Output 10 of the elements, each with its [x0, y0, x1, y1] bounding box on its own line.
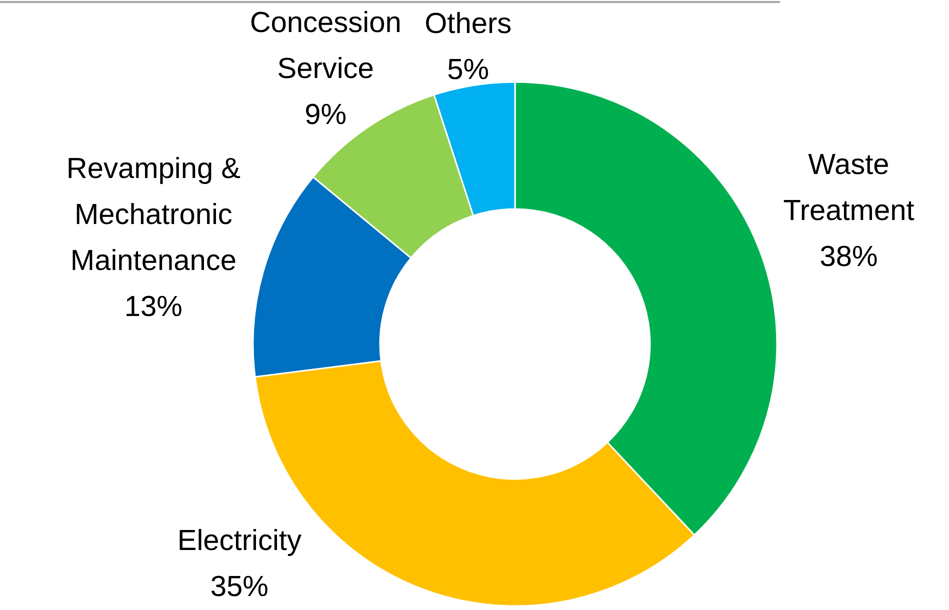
data-label: 38%	[820, 240, 878, 273]
slice-label: Revamping & Mechatronic Maintenance	[66, 152, 240, 277]
data-label: 5%	[447, 54, 490, 86]
slice-label: Others	[424, 8, 512, 40]
data-label: 9%	[304, 98, 347, 131]
data-label: 13%	[124, 290, 182, 323]
slice-label: Waste Treatment	[783, 148, 914, 227]
slice-label: Concession Service	[250, 6, 402, 85]
data-label: 35%	[210, 570, 268, 603]
slice-label: Electricity	[177, 524, 302, 557]
